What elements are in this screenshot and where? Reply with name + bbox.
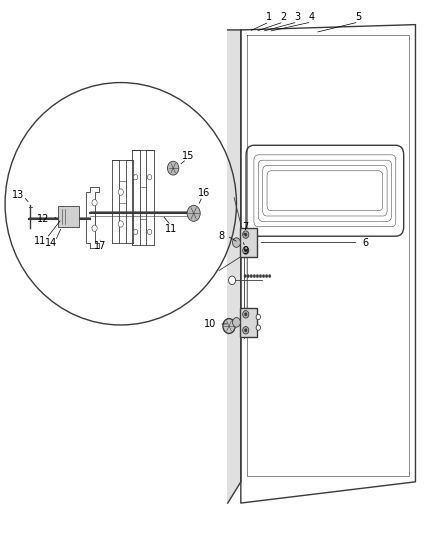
Text: 3: 3 bbox=[294, 12, 300, 22]
Circle shape bbox=[118, 189, 124, 195]
Text: 13: 13 bbox=[12, 190, 24, 200]
Circle shape bbox=[256, 314, 261, 320]
Circle shape bbox=[243, 247, 249, 254]
Text: 7: 7 bbox=[242, 222, 248, 232]
Circle shape bbox=[243, 231, 249, 238]
Circle shape bbox=[244, 233, 247, 236]
Circle shape bbox=[250, 274, 253, 278]
Text: 6: 6 bbox=[362, 238, 368, 247]
Circle shape bbox=[92, 199, 97, 206]
Text: 10: 10 bbox=[204, 319, 216, 329]
Bar bbox=[240, 228, 257, 257]
Text: 15: 15 bbox=[182, 151, 194, 161]
Text: 16: 16 bbox=[198, 188, 210, 198]
Circle shape bbox=[256, 274, 259, 278]
Circle shape bbox=[134, 229, 138, 235]
Circle shape bbox=[187, 205, 200, 221]
Circle shape bbox=[134, 174, 138, 180]
Circle shape bbox=[265, 274, 268, 278]
Bar bbox=[58, 206, 79, 227]
Text: 12: 12 bbox=[37, 214, 49, 224]
Text: 1: 1 bbox=[266, 12, 272, 22]
Text: 2: 2 bbox=[280, 12, 287, 22]
Circle shape bbox=[229, 276, 236, 285]
Circle shape bbox=[262, 274, 265, 278]
Circle shape bbox=[233, 238, 240, 247]
Text: 4: 4 bbox=[308, 12, 314, 22]
Polygon shape bbox=[228, 30, 241, 503]
Circle shape bbox=[118, 221, 124, 227]
Circle shape bbox=[244, 329, 247, 332]
Circle shape bbox=[244, 274, 247, 278]
Polygon shape bbox=[86, 187, 99, 248]
Text: 5: 5 bbox=[356, 12, 362, 22]
Text: 9: 9 bbox=[242, 246, 248, 255]
Text: 11: 11 bbox=[165, 224, 177, 235]
Circle shape bbox=[243, 327, 249, 334]
Circle shape bbox=[92, 225, 97, 231]
Circle shape bbox=[247, 274, 250, 278]
Circle shape bbox=[259, 274, 262, 278]
Circle shape bbox=[233, 318, 240, 327]
Circle shape bbox=[148, 229, 152, 235]
Text: 11: 11 bbox=[34, 236, 46, 246]
Text: 8: 8 bbox=[218, 231, 224, 241]
Circle shape bbox=[253, 274, 256, 278]
Text: 17: 17 bbox=[94, 241, 106, 251]
Circle shape bbox=[268, 274, 271, 278]
Circle shape bbox=[244, 249, 247, 252]
Bar bbox=[240, 308, 257, 337]
Circle shape bbox=[167, 161, 179, 175]
Circle shape bbox=[244, 313, 247, 316]
Circle shape bbox=[256, 325, 261, 330]
Circle shape bbox=[148, 174, 152, 180]
Circle shape bbox=[223, 319, 235, 334]
Text: 14: 14 bbox=[45, 238, 57, 247]
Circle shape bbox=[243, 311, 249, 318]
